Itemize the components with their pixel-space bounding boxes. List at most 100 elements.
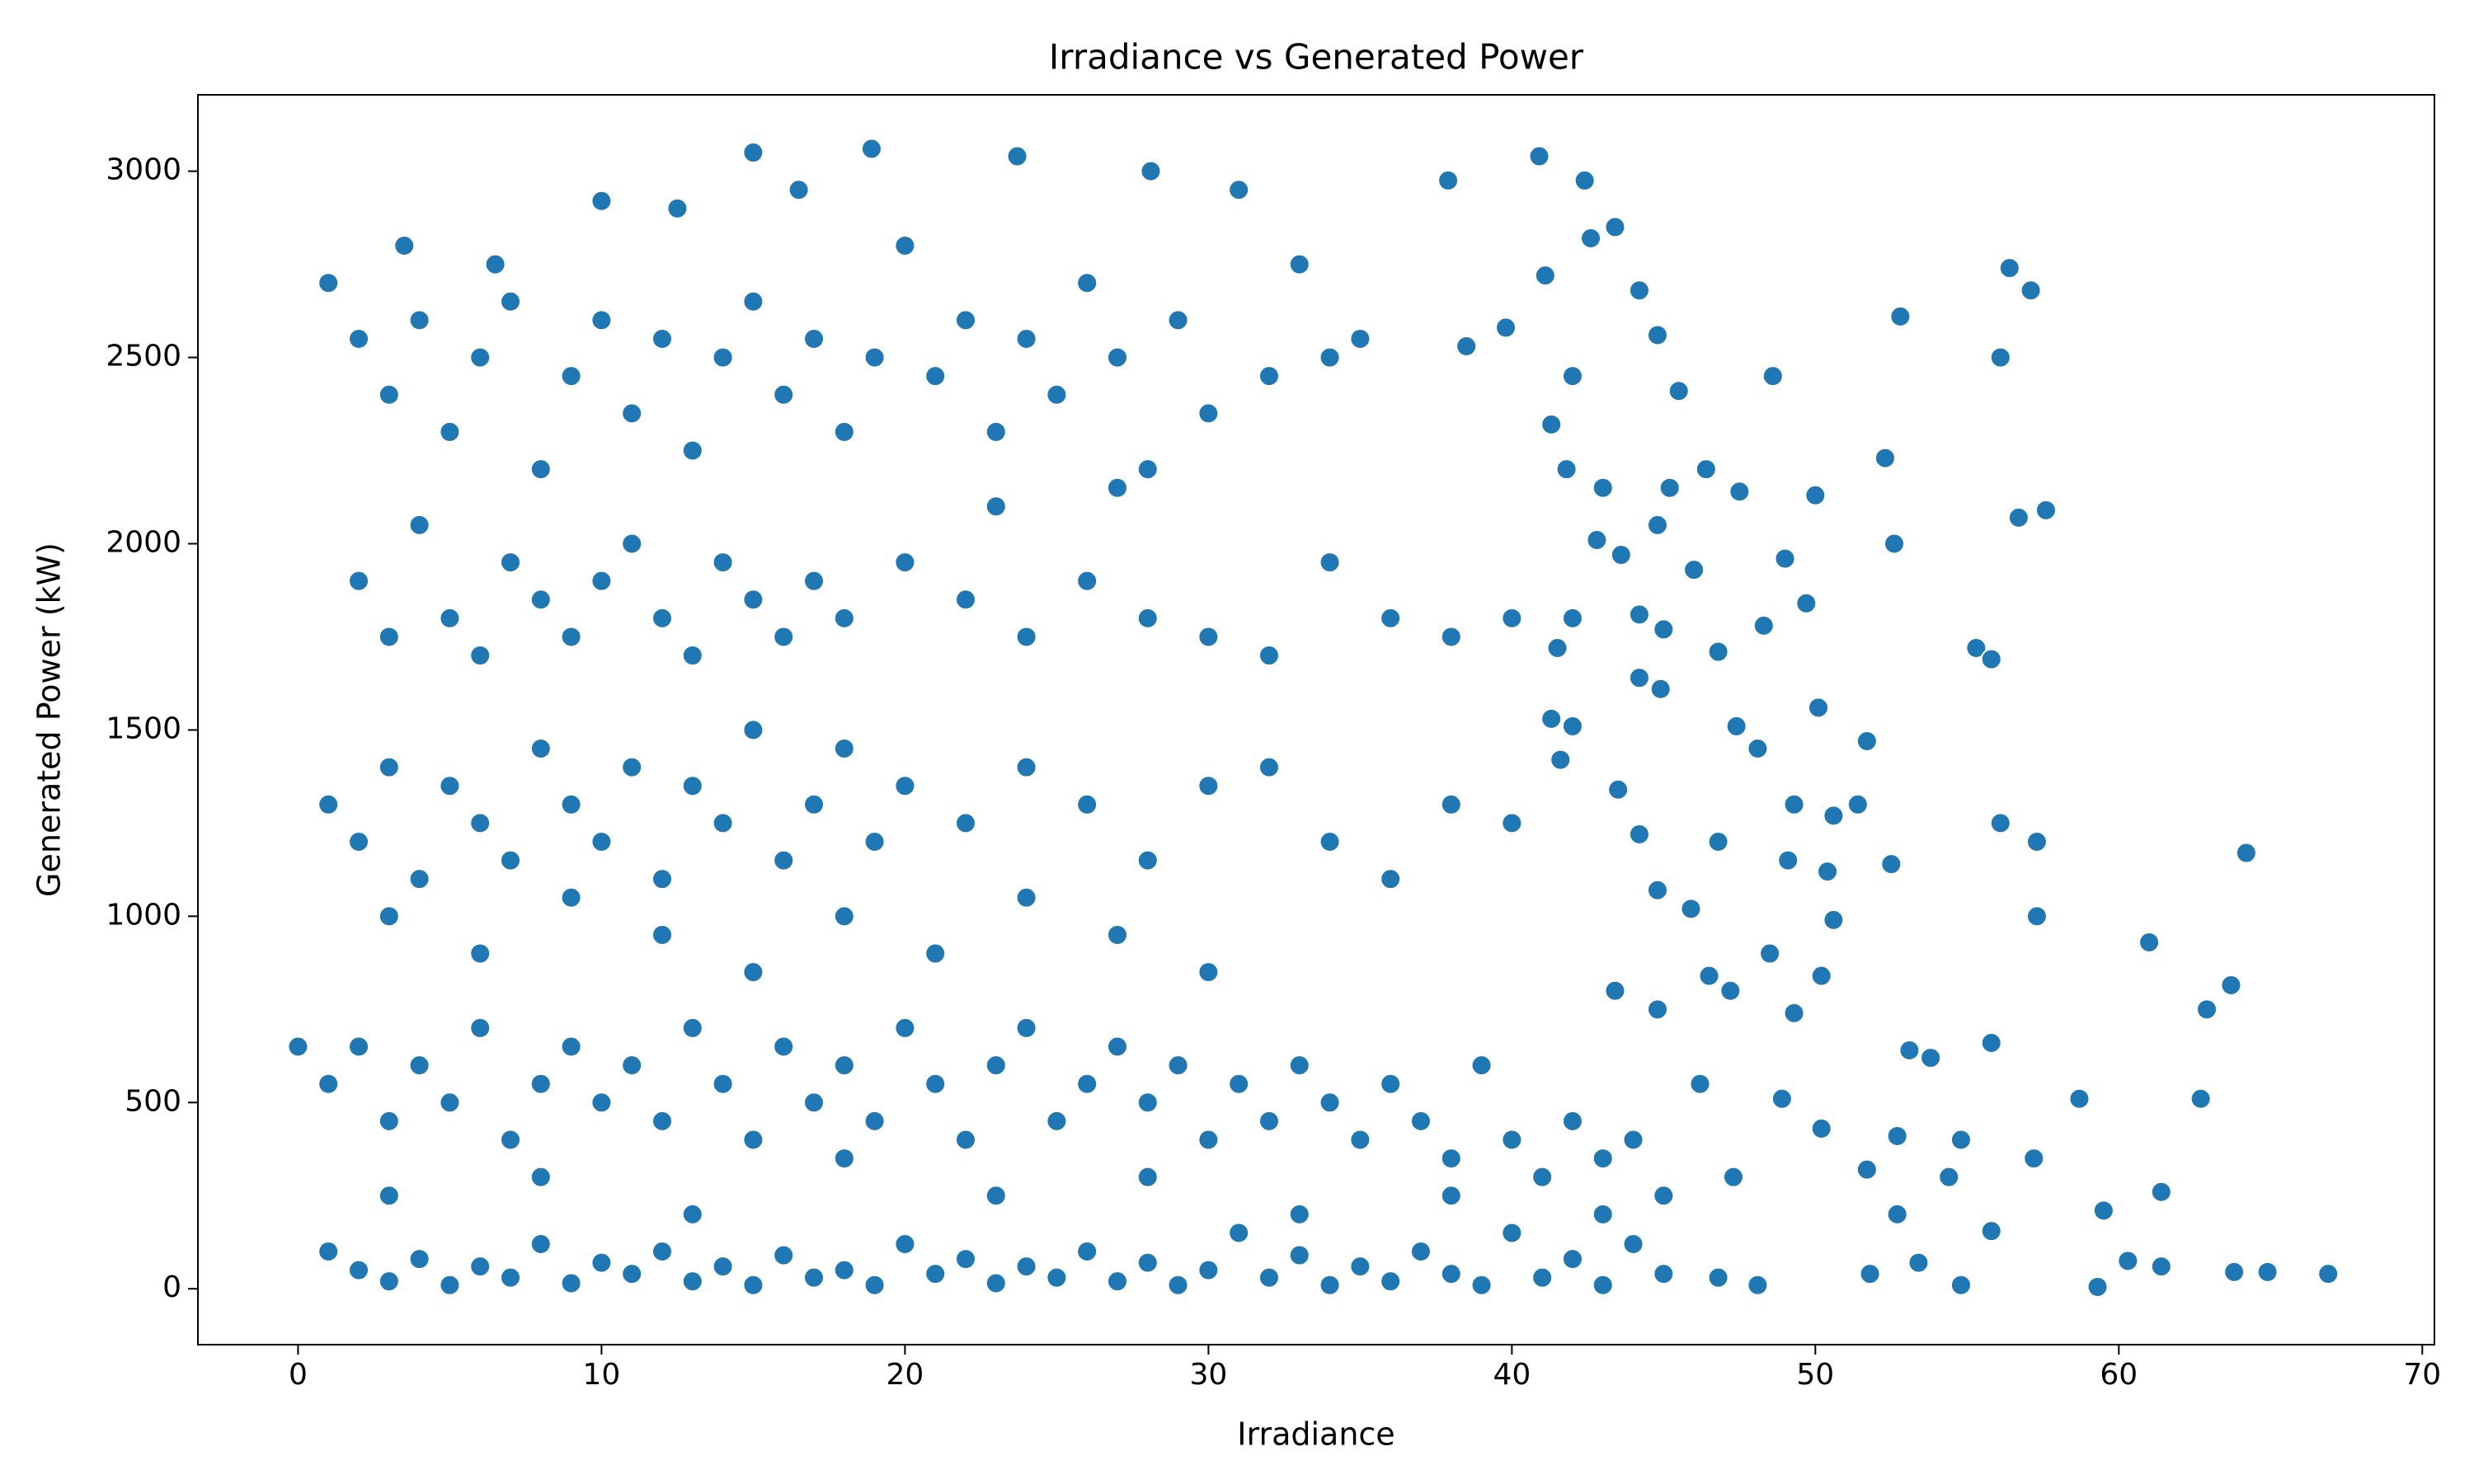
point: [924, 942, 947, 965]
point: [1628, 603, 1650, 626]
point: [1561, 1110, 1583, 1132]
point: [1646, 514, 1668, 536]
point: [651, 923, 674, 946]
point: [2317, 1263, 2340, 1285]
point: [2220, 974, 2242, 996]
point: [1823, 805, 1845, 827]
point: [2223, 1261, 2246, 1283]
point: [1136, 1092, 1159, 1114]
point: [529, 738, 552, 760]
point: [1907, 1252, 1930, 1274]
point: [590, 830, 613, 852]
point: [1683, 559, 1705, 581]
point: [742, 290, 764, 312]
point: [560, 1272, 582, 1294]
point: [1228, 1222, 1250, 1244]
point: [1653, 618, 1675, 641]
point: [529, 1073, 552, 1095]
point: [1228, 1073, 1250, 1095]
point: [378, 1270, 400, 1293]
x-axis-label: Irradiance: [1237, 1416, 1395, 1453]
point: [2150, 1256, 2172, 1278]
y-tick-label: 0: [162, 1270, 181, 1304]
point: [773, 849, 795, 871]
point: [1965, 637, 1987, 660]
point: [802, 327, 825, 350]
chart-title: Irradiance vs Generated Power: [1049, 37, 1584, 77]
point: [1628, 667, 1650, 689]
point: [287, 1036, 309, 1058]
point: [1707, 1266, 1729, 1289]
point: [773, 1244, 795, 1266]
x-tick-label: 10: [583, 1358, 621, 1392]
point: [1197, 626, 1220, 648]
point: [1319, 346, 1341, 369]
point: [1076, 570, 1098, 592]
point: [1622, 1129, 1644, 1151]
point: [773, 1036, 795, 1058]
point: [1653, 1185, 1675, 1207]
point: [1783, 793, 1805, 815]
point: [742, 1274, 764, 1296]
point: [469, 1256, 492, 1278]
x-tick-label: 70: [2403, 1358, 2441, 1392]
point: [2023, 1148, 2045, 1170]
point: [985, 1185, 1007, 1207]
point: [378, 756, 400, 778]
point: [985, 495, 1007, 518]
point: [863, 346, 886, 369]
point: [1729, 481, 1751, 503]
point: [348, 830, 370, 852]
point: [802, 570, 825, 592]
point: [651, 1241, 674, 1263]
point: [1288, 253, 1310, 275]
point: [1610, 544, 1632, 566]
point: [985, 1054, 1007, 1077]
point: [439, 1274, 461, 1296]
point: [1501, 1222, 1523, 1244]
x-tick-label: 60: [2100, 1358, 2138, 1392]
point: [529, 458, 552, 481]
point: [1920, 1047, 1942, 1069]
point: [500, 849, 522, 871]
point: [1501, 1129, 1523, 1151]
point: [1456, 336, 1478, 358]
point: [1015, 1256, 1037, 1278]
point: [894, 775, 916, 797]
point: [1817, 861, 1839, 883]
point: [1550, 749, 1572, 771]
point: [1546, 637, 1569, 660]
point: [529, 589, 552, 611]
point: [469, 812, 492, 834]
point: [1795, 592, 1818, 614]
point: [560, 886, 582, 909]
point: [863, 1274, 886, 1296]
point: [712, 552, 734, 574]
point: [1136, 849, 1159, 871]
point: [1136, 458, 1159, 481]
point: [1653, 1263, 1675, 1285]
x-tick-label: 50: [1796, 1358, 1834, 1392]
point: [1667, 380, 1690, 402]
point: [469, 346, 492, 369]
point: [651, 327, 674, 350]
point: [1783, 1002, 1805, 1024]
point: [1889, 305, 1912, 327]
plot-area: [287, 138, 2340, 1298]
point: [1197, 775, 1220, 797]
point: [1106, 1036, 1128, 1058]
point: [1349, 327, 1371, 350]
point: [1136, 607, 1159, 629]
point: [590, 1092, 613, 1114]
point: [1604, 216, 1626, 238]
point: [1076, 793, 1098, 815]
point: [1015, 626, 1037, 648]
point: [1076, 1073, 1098, 1095]
point: [1980, 1220, 2002, 1242]
y-tick-label: 3000: [106, 153, 181, 187]
point: [1258, 365, 1280, 387]
point: [1046, 1266, 1068, 1289]
point: [833, 905, 855, 928]
point: [1646, 998, 1668, 1021]
